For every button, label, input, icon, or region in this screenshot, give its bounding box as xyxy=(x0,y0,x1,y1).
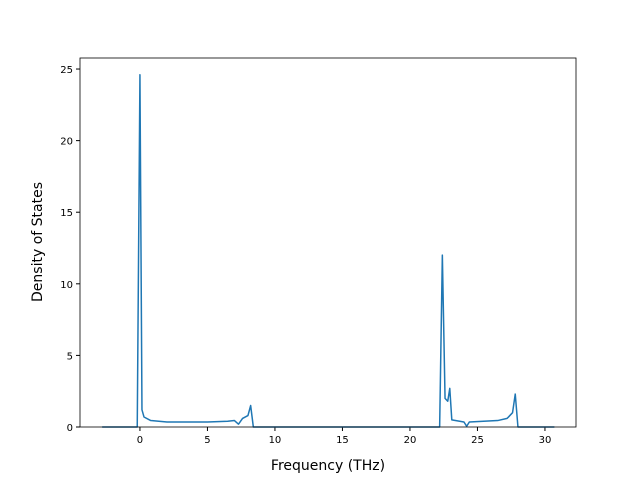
x-tick-label: 10 xyxy=(269,435,282,446)
y-tick-label: 5 xyxy=(67,351,73,362)
x-axis-label: Frequency (THz) xyxy=(271,458,385,474)
x-tick-label: 30 xyxy=(539,435,552,446)
x-tick-label: 0 xyxy=(137,435,143,446)
y-tick-label: 10 xyxy=(60,280,73,291)
y-tick-label: 0 xyxy=(67,423,73,434)
y-axis-label: Density of States xyxy=(30,182,46,302)
x-tick-label: 15 xyxy=(336,435,349,446)
x-tick-label: 5 xyxy=(204,435,210,446)
y-tick-label: 25 xyxy=(60,65,73,76)
y-tick-label: 15 xyxy=(60,208,73,219)
x-tick-label: 20 xyxy=(404,435,417,446)
y-tick-label: 20 xyxy=(60,137,73,148)
x-tick-label: 25 xyxy=(471,435,484,446)
plot-frame xyxy=(79,57,577,428)
